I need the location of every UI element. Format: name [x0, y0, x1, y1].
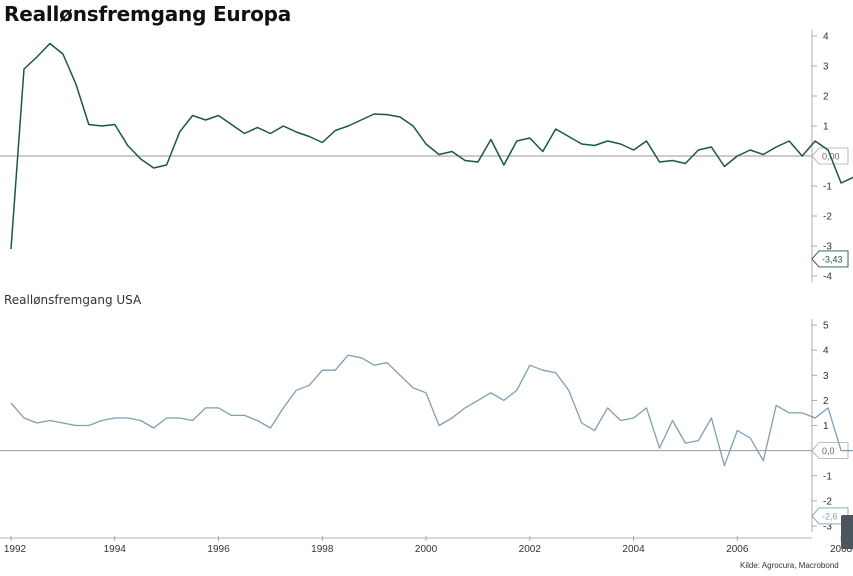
chart-subtitle: Reallønsfremgang USA — [4, 293, 142, 307]
x-tick-label: 2004 — [622, 544, 645, 555]
usa-y-tick-label: -2 — [823, 496, 832, 507]
europe-y-tick-label: -4 — [823, 272, 832, 283]
usa-y-tick-label: 1 — [823, 421, 829, 432]
x-tick-label: 1992 — [4, 544, 27, 555]
usa-y-tick-label: 5 — [823, 321, 829, 332]
x-tick-label: 1996 — [207, 544, 230, 555]
usa-y-tick-label: -1 — [823, 471, 832, 482]
x-tick-label: 2008 — [830, 544, 853, 555]
x-axis: 1992199419961998200020022004200620082010… — [0, 536, 853, 555]
chart-title: Reallønsfremgang Europa — [4, 2, 292, 26]
panel-usa: 543210-1-2-30,0-2,6 — [0, 319, 853, 533]
corner-badge — [841, 515, 853, 549]
x-tick-label: 2002 — [519, 544, 542, 555]
europe-y-tick-label: -1 — [823, 182, 832, 193]
panel-europe: 43210-1-2-3-40,00-3,43 — [0, 30, 853, 283]
europe-y-tick-label: 2 — [823, 92, 829, 103]
europe-y-tick-label: 1 — [823, 122, 829, 133]
europe-last-value-label: -3,43 — [811, 250, 849, 268]
europe-y-tick-label: -2 — [823, 212, 832, 223]
usa-series-line — [10, 354, 853, 467]
europe-y-tick-label: 3 — [823, 62, 829, 73]
europe-y-tick-label: -3 — [823, 242, 832, 253]
usa-y-tick-label: 3 — [823, 371, 829, 382]
usa-y-tick-label: -3 — [823, 522, 832, 533]
svg-text:0,0: 0,0 — [822, 446, 835, 456]
x-tick-label: 2000 — [415, 544, 438, 555]
svg-text:-3,43: -3,43 — [822, 254, 843, 264]
source-note: Kilde: Agrocura, Macrobond — [740, 561, 839, 570]
europe-series-line — [10, 42, 853, 250]
x-tick-label: 1998 — [311, 544, 334, 555]
usa-y-tick-label: 4 — [823, 346, 829, 357]
europe-y-tick-label: 4 — [823, 32, 829, 43]
usa-y-tick-label: 2 — [823, 396, 829, 407]
x-tick-label: 1994 — [104, 544, 127, 555]
x-tick-label: 2006 — [726, 544, 749, 555]
svg-text:-2,6: -2,6 — [822, 511, 838, 521]
